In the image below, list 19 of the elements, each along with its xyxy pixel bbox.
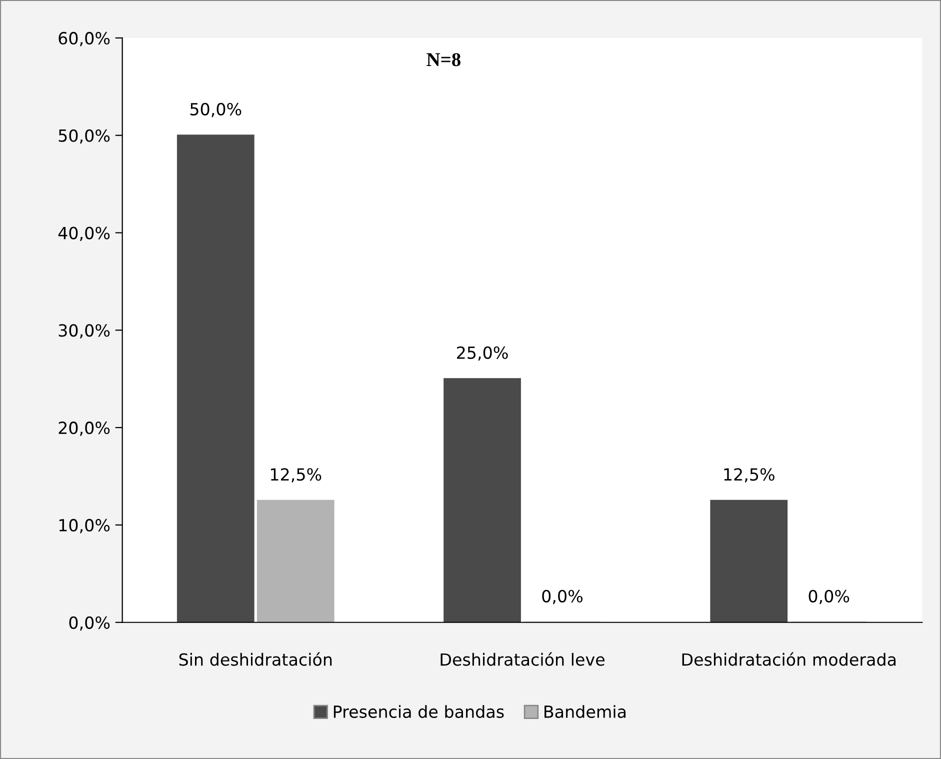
y-tick-label: 40,0% (58, 226, 110, 242)
data-label: 50,0% (190, 102, 242, 118)
x-tick-label: Deshidratación moderada (682, 652, 896, 666)
data-label: 0,0% (808, 590, 850, 604)
annotation: N=8 (426, 53, 460, 66)
data-label: 12,5% (270, 468, 322, 482)
y-tick-label: 0,0% (69, 616, 110, 631)
y-tick-label: 20,0% (58, 422, 110, 436)
legend-label: Bandemia (544, 705, 626, 718)
legend-label: Presencia de bandas (334, 705, 504, 718)
y-tick-label: 50,0% (58, 129, 110, 144)
data-label: 25,0% (457, 346, 508, 361)
y-tick-label: 60,0% (58, 32, 110, 46)
y-tick-label: 30,0% (58, 324, 110, 338)
y-tick-label: 10,0% (59, 518, 110, 534)
data-label: 0,0% (542, 590, 582, 604)
x-tick-label: Deshidratación leve (440, 652, 604, 666)
data-label: 12,5% (724, 468, 774, 482)
x-tick-label: Sin deshidratación (179, 652, 332, 666)
